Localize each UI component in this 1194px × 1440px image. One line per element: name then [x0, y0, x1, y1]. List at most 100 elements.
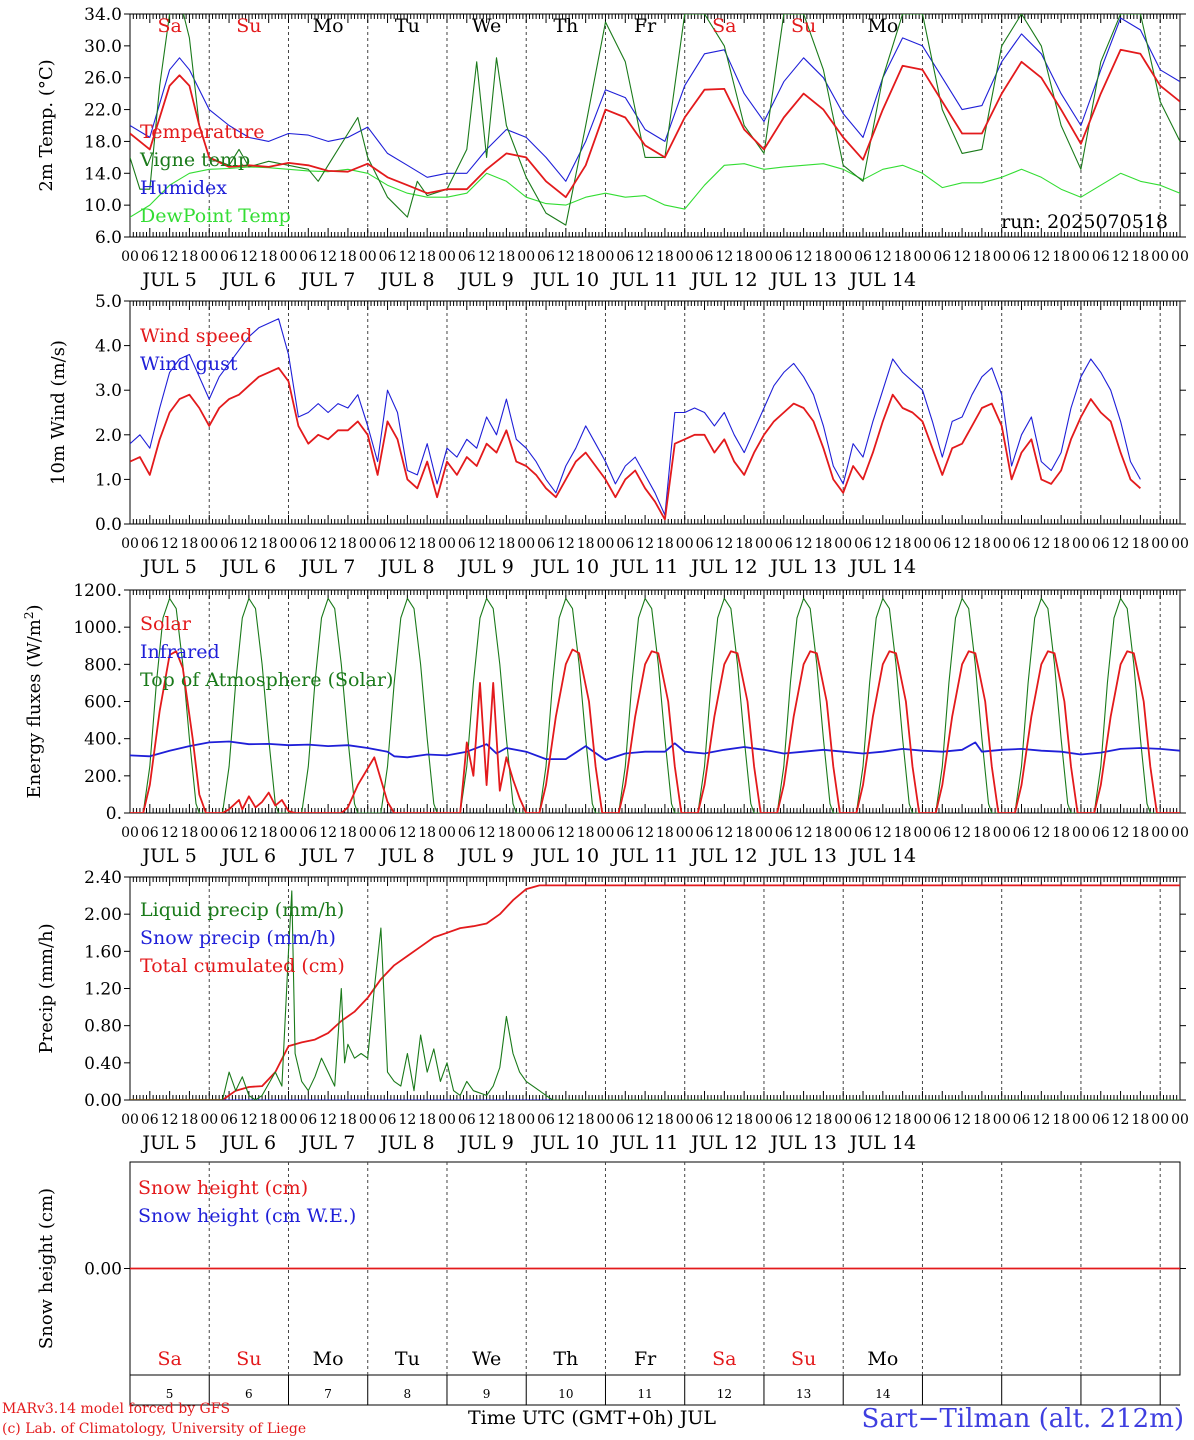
y-axis-label: 10m Wind (m/s) — [48, 340, 69, 485]
date-label: JUL 5 — [140, 1132, 196, 1154]
hour-label: 06 — [933, 825, 951, 841]
hour-label: 12 — [636, 825, 654, 841]
hour-label: 18 — [1131, 536, 1149, 552]
hour-label: 12 — [319, 249, 337, 265]
hour-label: 18 — [814, 249, 832, 265]
date-label: JUL 14 — [848, 269, 916, 291]
hour-label: 12 — [1112, 249, 1130, 265]
hour-label: 18 — [260, 1112, 278, 1128]
y-tick-label: 30.0 — [84, 37, 122, 57]
hour-label: 00 — [200, 1112, 218, 1128]
hour-label: 06 — [220, 536, 238, 552]
hour-label: 00 — [517, 249, 535, 265]
hour-label: 18 — [894, 536, 912, 552]
series-vigne-temp — [130, 14, 1180, 226]
day-abbr-bottom: Mo — [867, 1348, 898, 1370]
hour-label: 00 — [597, 1112, 615, 1128]
hour-label: 06 — [1013, 536, 1031, 552]
hour-label: 06 — [299, 825, 317, 841]
day-number: 13 — [796, 1387, 811, 1401]
hour-label: 06 — [775, 825, 793, 841]
hour-label: 00 — [914, 536, 932, 552]
hour-label: 12 — [478, 1112, 496, 1128]
y-tick-label: 600. — [84, 693, 122, 713]
hour-label: 00 — [755, 536, 773, 552]
hour-label: 12 — [478, 249, 496, 265]
hour-label: 12 — [874, 249, 892, 265]
hour-label: 00 — [1072, 536, 1090, 552]
hour-label: 00 — [359, 825, 377, 841]
lab-credit: (c) Lab. of Climatology, University of L… — [2, 1421, 306, 1437]
y-axis-label: Snow height (cm) — [36, 1188, 57, 1349]
hour-label: 12 — [161, 825, 179, 841]
y-tick-label: 34.0 — [84, 5, 122, 25]
hour-label: 06 — [696, 249, 714, 265]
y-tick-label: 2.40 — [84, 868, 122, 888]
hour-label: 18 — [814, 536, 832, 552]
legend-entry: Snow height (cm) — [138, 1177, 308, 1199]
y-tick-label: 1.60 — [84, 942, 122, 962]
y-tick-label: 400. — [84, 730, 122, 750]
hour-label: 06 — [458, 536, 476, 552]
hour-label: 12 — [557, 249, 575, 265]
series-group — [130, 884, 1180, 1100]
series-infrared — [130, 740, 1180, 761]
hour-label: 00 — [517, 825, 535, 841]
hour-label: 00 — [517, 1112, 535, 1128]
hour-label: 12 — [795, 825, 813, 841]
hour-label: 18 — [577, 825, 595, 841]
day-number: 9 — [483, 1387, 491, 1401]
hour-label: 06 — [775, 249, 793, 265]
hour-label: 12 — [319, 536, 337, 552]
hour-label: 12 — [636, 249, 654, 265]
hour-label: 00 — [597, 825, 615, 841]
y-tick-label: 4.0 — [95, 337, 122, 357]
hour-label: 00 — [1171, 825, 1189, 841]
model-credit: MARv3.14 model forced by GFS — [2, 1401, 230, 1417]
hour-label: 06 — [696, 825, 714, 841]
hour-label: 18 — [973, 825, 991, 841]
hour-label: 00 — [914, 1112, 932, 1128]
hour-label: 06 — [1092, 536, 1110, 552]
hour-label: 18 — [735, 825, 753, 841]
day-abbr: Tu — [395, 15, 420, 37]
hour-label: 18 — [1052, 825, 1070, 841]
hour-label: 00 — [993, 536, 1011, 552]
hour-label: 06 — [933, 536, 951, 552]
hour-label: 18 — [1052, 1112, 1070, 1128]
day-abbr-bottom: Mo — [313, 1348, 344, 1370]
day-abbr: Sa — [712, 15, 736, 37]
series-top-of-atmosphere-solar — [130, 597, 1180, 813]
date-label: JUL 11 — [610, 1132, 678, 1154]
y-tick-label: 0.80 — [84, 1017, 122, 1037]
hour-label: 00 — [755, 825, 773, 841]
hour-label: 18 — [260, 249, 278, 265]
hour-label: 12 — [715, 249, 733, 265]
series-dewpoint-temp — [130, 163, 1180, 218]
hour-label: 12 — [319, 825, 337, 841]
hour-label: 06 — [775, 1112, 793, 1128]
hour-label: 12 — [1032, 1112, 1050, 1128]
y-tick-label: 1.0 — [95, 470, 122, 490]
date-label: JUL 5 — [140, 269, 196, 291]
hour-label: 18 — [894, 249, 912, 265]
hour-label: 18 — [973, 536, 991, 552]
hour-label: 06 — [537, 249, 555, 265]
hour-label: 00 — [200, 249, 218, 265]
hour-label: 00 — [1171, 1112, 1189, 1128]
y-tick-label: 1000. — [73, 618, 122, 638]
hour-label: 12 — [319, 1112, 337, 1128]
hour-label: 00 — [438, 1112, 456, 1128]
series-group — [130, 597, 1180, 813]
hour-label: 06 — [299, 249, 317, 265]
date-label: JUL 9 — [457, 845, 513, 867]
date-label: JUL 12 — [689, 845, 757, 867]
hour-label: 18 — [656, 1112, 674, 1128]
hour-label: 12 — [715, 1112, 733, 1128]
hour-label: 00 — [1072, 825, 1090, 841]
hour-label: 06 — [616, 1112, 634, 1128]
hour-label: 18 — [894, 1112, 912, 1128]
day-abbr-bottom: Sa — [157, 1348, 181, 1370]
